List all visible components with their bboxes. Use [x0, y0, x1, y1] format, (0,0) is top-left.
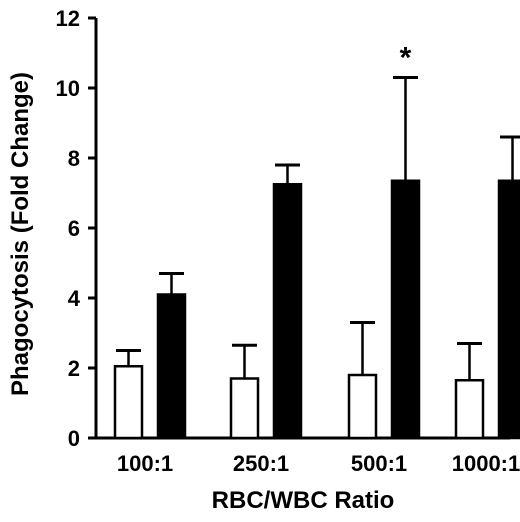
- y-axis-title: Phagocytosis (Fold Change): [7, 72, 34, 396]
- x-tick-label: 500:1: [351, 451, 407, 476]
- bar: [113, 365, 144, 440]
- y-tick-label: 4: [68, 286, 81, 311]
- bar: [454, 379, 485, 440]
- bar: [156, 293, 187, 440]
- bar: [390, 179, 421, 440]
- bar: [497, 179, 520, 440]
- annotations: *: [400, 42, 412, 75]
- error-bars: [116, 76, 520, 381]
- y-tick-label: 2: [68, 356, 80, 381]
- x-tick-label: 1000:1: [452, 451, 520, 476]
- x-tick-label: 250:1: [233, 451, 289, 476]
- bar: [272, 183, 303, 440]
- x-tick-label: 100:1: [117, 451, 173, 476]
- y-ticks: 0 2 4 6 8 10 12: [56, 6, 96, 451]
- y-tick-label: 10: [56, 76, 80, 101]
- significance-asterisk: *: [400, 42, 412, 75]
- y-tick-label: 0: [68, 426, 80, 451]
- x-ticks: 100:1 250:1 500:1 1000:1: [117, 451, 520, 476]
- y-tick-label: 12: [56, 6, 80, 31]
- y-tick-label: 8: [68, 146, 80, 171]
- bar: [229, 377, 260, 440]
- bar: [347, 373, 378, 440]
- bars: [113, 179, 520, 440]
- y-tick-label: 6: [68, 216, 80, 241]
- x-axis-title: RBC/WBC Ratio: [212, 487, 395, 514]
